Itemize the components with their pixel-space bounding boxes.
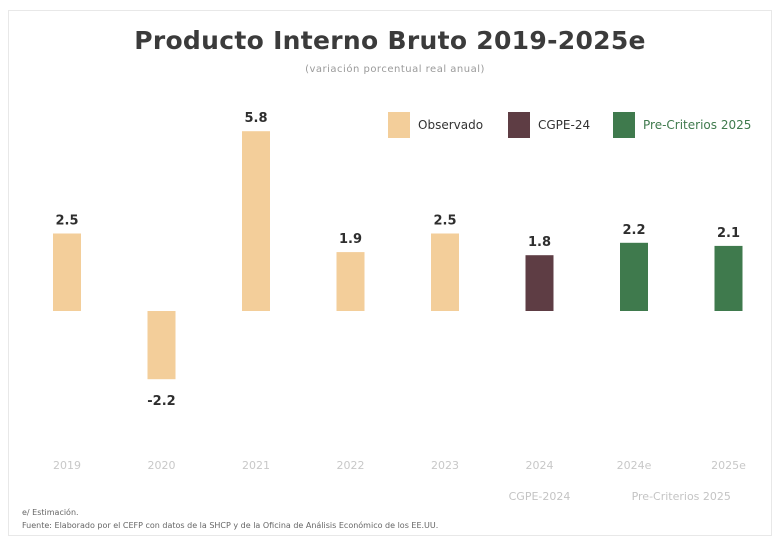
x-tick-label-2024: 2024 [526,459,554,472]
legend-swatch-cgpe [508,112,530,138]
x-tick-label-2019: 2019 [53,459,81,472]
bar-2021 [242,131,270,311]
source-note: Fuente: Elaborado por el CEFP con datos … [22,521,439,530]
x-tick-label-2021: 2021 [242,459,270,472]
bar-2020 [147,311,176,380]
legend-item-observado: Observado [388,112,483,138]
bar-value-label-2024e: 2.2 [622,223,645,238]
legend-label-observado: Observado [418,118,484,132]
bar-2024 [525,255,554,311]
legend-swatch-observado [388,112,410,138]
x-tick-label-2025e: 2025e [711,459,746,472]
bar-value-label-2023: 2.5 [433,214,456,229]
chart-subtitle: (variación porcentual real anual) [305,64,485,75]
bar-2025e [714,245,743,311]
bar-value-label-2020: -2.2 [147,394,175,409]
legend-label-cgpe: CGPE-24 [538,118,591,132]
bar-2022 [336,252,365,311]
legend-label-precriterios: Pre-Criterios 2025 [643,118,752,132]
chart-title: Producto Interno Bruto 2019-2025e [134,26,646,55]
bar-2024e [620,242,648,311]
x-tick-label-2023: 2023 [431,459,459,472]
bar-2023 [431,233,459,311]
legend-swatch-precriterios [613,112,635,138]
bar-2019 [53,233,81,311]
x-tick-label-2024e: 2024e [617,459,652,472]
bar-value-label-2025e: 2.1 [717,226,740,241]
bar-value-label-2024: 1.8 [528,235,551,250]
group-label-cgpe-2024: CGPE-2024 [509,490,571,503]
group-label-pre-criterios-2025: Pre-Criterios 2025 [632,490,731,503]
bar-value-label-2019: 2.5 [55,214,78,229]
legend-item-precriterios: Pre-Criterios 2025 [613,112,751,138]
bar-value-label-2021: 5.8 [244,111,267,126]
x-tick-label-2020: 2020 [148,459,176,472]
legend-item-cgpe: CGPE-24 [508,112,590,138]
estimate-note: e/ Estimación. [22,508,79,517]
bar-value-label-2022: 1.9 [339,232,362,247]
x-tick-label-2022: 2022 [337,459,365,472]
